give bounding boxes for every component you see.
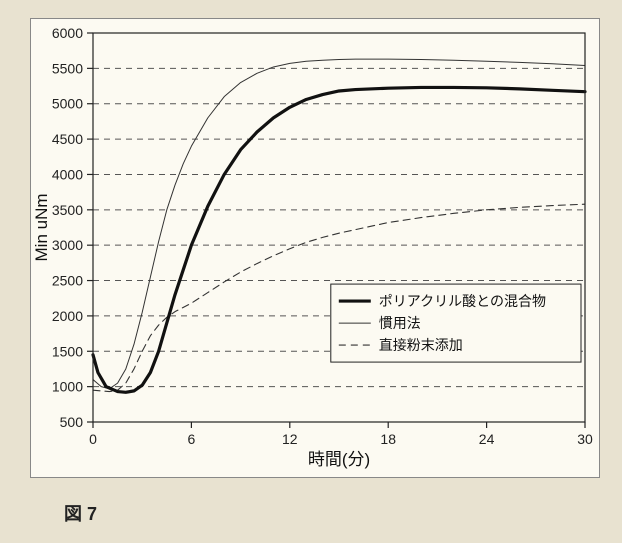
y-tick-label: 1500 [52,343,83,359]
page: 0 6 12 18 24 30 500 1000 1500 2000 2500 3000 3500 400… [0,0,622,543]
y-tick-label: 3000 [52,237,83,253]
legend-item-label: ポリアクリル酸との混合物 [379,293,546,309]
y-tick-label: 500 [60,414,84,430]
y-tick-label: 5000 [52,96,83,112]
x-tick-label: 18 [380,431,396,447]
x-tick-label: 24 [479,431,495,447]
y-tick-label: 4500 [52,131,83,147]
legend-item-label: 直接粉末添加 [379,337,463,353]
x-tick-label: 0 [89,431,97,447]
y-tick-label: 6000 [52,25,83,41]
y-tick-label: 2000 [52,308,83,324]
chart-container: 0 6 12 18 24 30 500 1000 1500 2000 2500 3000 3500 400… [30,18,600,478]
line-chart: 0 6 12 18 24 30 500 1000 1500 2000 2500 3000 3500 400… [31,19,599,477]
y-tick-label: 1000 [52,379,83,395]
y-axis-label: Min uNm [32,193,51,261]
y-tick-label: 4000 [52,166,83,182]
legend-item-label: 慣用法 [379,315,421,331]
x-axis-label: 時間(分) [308,450,370,469]
y-tick-label: 3500 [52,202,83,218]
x-tick-label: 6 [188,431,196,447]
y-tick-label: 5500 [52,60,83,76]
x-tick-label: 30 [577,431,593,447]
x-tick-label: 12 [282,431,298,447]
y-tick-label: 2500 [52,273,83,289]
figure-label: 図 7 [64,500,97,526]
